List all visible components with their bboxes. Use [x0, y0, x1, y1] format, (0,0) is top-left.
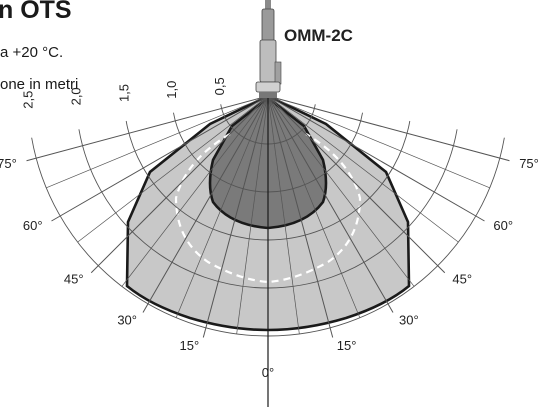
angle-label-right-45: 45°: [452, 271, 472, 286]
range-labels: 0,5 1,0 1,5 2,0 2,5: [21, 77, 228, 108]
angle-label-left-30: 30°: [117, 312, 137, 327]
angle-label-right-30: 30°: [399, 312, 419, 327]
angle-ray: [90, 95, 269, 274]
range-label-5: 2,5: [21, 91, 36, 109]
distance-unit-note: one in metri: [0, 76, 79, 93]
angle-label-right-60: 60°: [493, 218, 513, 233]
angle-ray: [267, 95, 490, 189]
angle-ray: [267, 95, 459, 243]
angle-label-left-60: 60°: [23, 218, 43, 233]
angle-ray: [202, 95, 269, 338]
angle-label-left-75: 75°: [0, 156, 17, 171]
angle-ray: [46, 95, 269, 189]
angle-label-left-15: 15°: [180, 338, 200, 353]
angle-ray: [267, 95, 394, 313]
probe-device: [255, 0, 282, 98]
page-title: n OTS: [0, 0, 72, 24]
angle-ray: [236, 95, 269, 334]
temperature-note: a +20 °C.: [0, 44, 64, 61]
angle-ray: [267, 95, 300, 334]
angle-ray: [26, 95, 269, 162]
range-label-1: 0,5: [212, 77, 227, 95]
range-label-3: 1,5: [116, 84, 131, 102]
angle-ray: [175, 95, 269, 318]
angle-ray: [267, 95, 485, 222]
angle-ray: [121, 95, 269, 287]
angle-ray: [267, 95, 334, 338]
angle-label-0: 0°: [262, 365, 274, 380]
angle-ray: [267, 95, 510, 162]
angle-ray: [267, 95, 415, 287]
polar-grid: [26, 95, 510, 407]
dashed-boundary-line: [174, 133, 362, 284]
device-label: OMM-2C: [284, 26, 353, 45]
angle-labels: 75° 75° 60° 60° 45° 45° 30° 30° 15° 15°: [0, 156, 539, 353]
angle-ray: [77, 95, 269, 243]
angle-ray: [51, 95, 269, 222]
range-label-2: 1,0: [164, 81, 179, 99]
angle-label-right-15: 15°: [337, 338, 357, 353]
range-label-4: 2,0: [68, 87, 83, 105]
angle-ray: [142, 95, 269, 313]
angle-ray: [267, 95, 361, 318]
angle-label-right-75: 75°: [519, 156, 539, 171]
angle-ray: [267, 95, 446, 274]
angle-label-left-45: 45°: [64, 271, 84, 286]
